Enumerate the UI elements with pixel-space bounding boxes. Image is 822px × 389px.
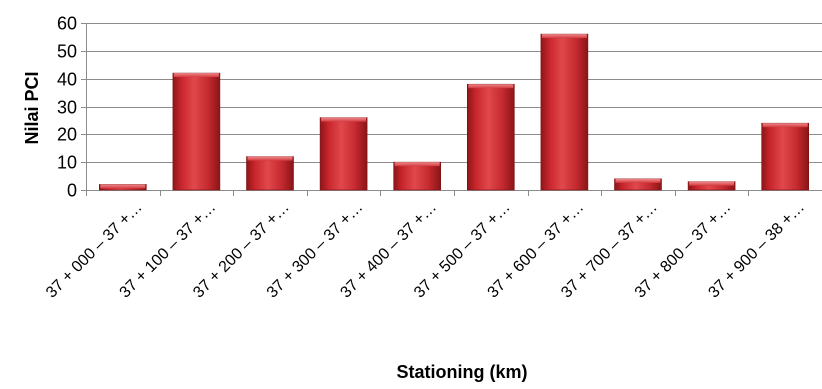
y-tick-labels: 0 10 20 30 40 50 60 [57, 14, 77, 201]
x-tick-labels: 37 + 000 – 37 +…37 + 100 – 37 +…37 + 200… [43, 199, 808, 302]
bar-top [762, 123, 808, 128]
bar-body [246, 156, 294, 191]
y-tick-label: 50 [57, 42, 77, 62]
bar-top [689, 181, 735, 186]
bar-top [100, 184, 146, 189]
bar [687, 181, 736, 191]
y-tick-label: 10 [57, 153, 77, 173]
bar [319, 117, 368, 191]
bar [393, 161, 442, 191]
bars [99, 33, 810, 191]
bar-top [394, 162, 440, 167]
bar-body [319, 117, 368, 191]
x-axis-title: Stationing (km) [397, 362, 528, 382]
bar-top [541, 34, 587, 39]
bar-body [393, 161, 442, 191]
bar-top [173, 73, 219, 78]
bar [172, 72, 221, 191]
bar [540, 33, 589, 191]
bar-top [468, 84, 514, 89]
bar-body [761, 122, 810, 191]
bar [466, 83, 515, 191]
y-tick-label: 60 [57, 14, 77, 34]
bar-top [247, 156, 293, 161]
y-tick-label: 20 [57, 125, 77, 145]
y-axis-title: Nilai PCI [22, 71, 42, 144]
bar-body [466, 83, 515, 191]
y-tick-label: 40 [57, 70, 77, 90]
bar [246, 156, 294, 191]
bar-body [172, 72, 221, 191]
y-tick-label: 0 [67, 181, 77, 201]
bar-body [540, 33, 589, 191]
y-tick-label: 30 [57, 98, 77, 118]
bar [614, 178, 662, 191]
bar [99, 184, 147, 191]
bar-top [615, 178, 661, 183]
bar-top [321, 117, 367, 122]
bar [761, 122, 810, 191]
